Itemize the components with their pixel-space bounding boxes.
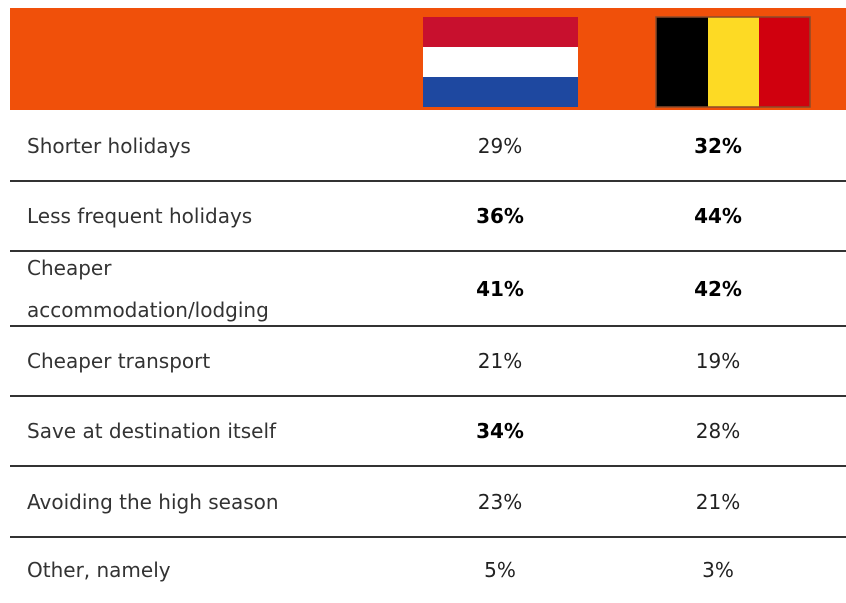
flag-belgium [655, 16, 811, 108]
value-cell: 21% [695, 489, 741, 514]
flag-netherlands [423, 17, 578, 107]
row-divider [10, 325, 846, 327]
row-divider [10, 465, 846, 467]
value-cell: 5% [484, 558, 516, 582]
value-cell: 44% [694, 204, 742, 228]
value-cell: 29% [477, 133, 523, 158]
row-divider [10, 180, 846, 182]
table-row: Other, namely 5% 3% [10, 537, 846, 603]
value-cell: 32% [694, 133, 742, 158]
row-label: Avoiding the high season [27, 489, 279, 514]
table-header [10, 8, 846, 110]
table-row: Save at destination itself 34% 28% [10, 396, 846, 466]
value-cell: 36% [476, 204, 524, 228]
row-label: Cheaper transport [27, 349, 211, 373]
row-divider [10, 250, 846, 252]
table-row: Cheaper accommodation/lodging 41% 42% [10, 251, 846, 326]
value-cell: 34% [476, 419, 524, 443]
row-label: Other, namely [27, 558, 171, 582]
table-row: Less frequent holidays 36% 44% [10, 181, 846, 251]
value-cell: 19% [695, 349, 741, 373]
flags [423, 16, 811, 108]
value-cell: 21% [477, 349, 523, 373]
row-divider [10, 395, 846, 397]
value-cell: 41% [476, 276, 524, 301]
table-row: Shorter holidays 29% 32% [10, 110, 846, 181]
row-label: Shorter holidays [27, 133, 191, 158]
row-label: Less frequent holidays [27, 204, 253, 228]
table-row: Avoiding the high season 23% 21% [10, 466, 846, 537]
value-cell: 28% [695, 419, 741, 443]
value-cell: 23% [477, 489, 523, 514]
row-label: Save at destination itself [27, 419, 277, 443]
value-cell: 3% [702, 558, 734, 582]
row-label: Cheaper accommodation/lodging [27, 255, 269, 322]
row-divider [10, 536, 846, 538]
table-row: Cheaper transport 21% 19% [10, 326, 846, 396]
value-cell: 42% [694, 276, 742, 301]
